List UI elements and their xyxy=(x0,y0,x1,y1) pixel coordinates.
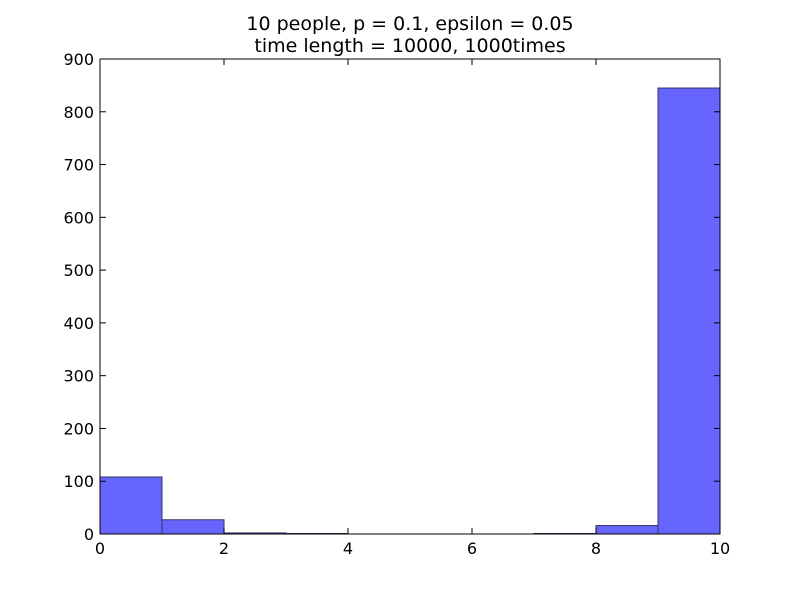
y-tick-label: 300 xyxy=(63,367,94,386)
plot-frame xyxy=(99,58,721,535)
histogram-bar-0 xyxy=(99,476,163,535)
y-tick-label: 400 xyxy=(63,314,94,333)
histogram-bar-8 xyxy=(595,525,659,535)
y-tick-label: 0 xyxy=(84,525,94,544)
histogram-bar-9 xyxy=(657,87,721,535)
chart-title-line-1: 10 people, p = 0.1, epsilon = 0.05 xyxy=(246,13,573,35)
histogram-bar-1 xyxy=(161,519,225,535)
x-tick-label: 8 xyxy=(591,539,601,558)
y-tick-label: 700 xyxy=(63,156,94,175)
y-tick-label: 500 xyxy=(63,261,94,280)
x-tick-label: 6 xyxy=(467,539,477,558)
y-tick-label: 100 xyxy=(63,472,94,491)
x-tick-label: 2 xyxy=(219,539,229,558)
chart-title-line-2: time length = 10000, 1000times xyxy=(254,35,565,57)
y-tick-label: 600 xyxy=(63,208,94,227)
y-tick-label: 800 xyxy=(63,103,94,122)
x-tick-label: 0 xyxy=(95,539,105,558)
x-tick-label: 10 xyxy=(710,539,730,558)
y-tick-label: 900 xyxy=(63,50,94,69)
x-tick-label: 4 xyxy=(343,539,353,558)
y-tick-label: 200 xyxy=(63,419,94,438)
